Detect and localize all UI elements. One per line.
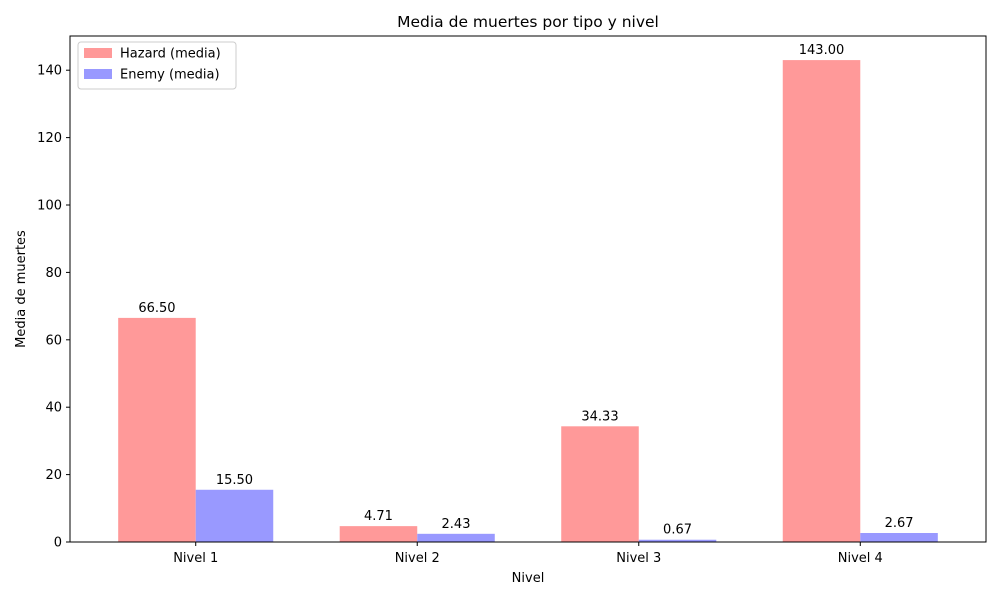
plot-frame <box>69 35 987 543</box>
legend-label-hazard: Hazard (media) <box>120 47 221 62</box>
legend: Hazard (media) Enemy (media) <box>77 41 237 90</box>
y-axis: 0 20 40 60 80 100 120 140 <box>37 64 70 551</box>
hazard-value-label-4: 143.00 <box>799 43 845 58</box>
y-tick-label: 0 <box>54 536 62 551</box>
enemy-bar-1 <box>195 489 274 542</box>
hazard-bar-2 <box>339 526 418 542</box>
y-tick-label: 140 <box>37 64 62 79</box>
hazard-value-label-1: 66.50 <box>138 301 175 316</box>
x-tick-label: Nivel 2 <box>395 551 440 566</box>
x-axis-label: Nivel <box>512 571 545 586</box>
enemy-bar-2 <box>417 533 495 542</box>
legend-box <box>77 41 237 90</box>
value-labels-layer: 66.50 4.71 34.33 143.00 15.50 2.43 0.67 2.67 <box>138 43 913 538</box>
hazard-value-label-3: 34.33 <box>581 409 618 424</box>
enemy-bar-3 <box>638 539 717 542</box>
hazard-bar-3 <box>561 426 639 542</box>
y-tick-label: 40 <box>45 401 62 416</box>
y-tick-label: 100 <box>37 199 62 214</box>
hazard-value-label-2: 4.71 <box>364 509 393 524</box>
hazard-bar-4 <box>782 60 861 542</box>
y-tick-label: 80 <box>45 266 62 281</box>
legend-swatch-enemy <box>84 69 112 79</box>
enemy-value-label-4: 2.67 <box>885 516 914 531</box>
legend-label-enemy: Enemy (media) <box>120 68 220 83</box>
enemy-value-label-1: 15.50 <box>216 473 253 488</box>
enemy-value-label-3: 0.67 <box>663 523 692 538</box>
x-tick-label: Nivel 1 <box>173 551 218 566</box>
enemy-bar-4 <box>860 533 938 542</box>
enemy-value-label-2: 2.43 <box>442 517 471 532</box>
x-axis: Nivel 1 Nivel 2 Nivel 3 Nivel 4 <box>173 542 883 566</box>
y-axis-label: Media de muertes <box>14 230 29 348</box>
x-tick-label: Nivel 4 <box>838 551 883 566</box>
x-tick-label: Nivel 3 <box>616 551 661 566</box>
bars-layer <box>118 60 938 542</box>
y-tick-label: 120 <box>37 131 62 146</box>
y-tick-label: 60 <box>45 333 62 348</box>
legend-swatch-hazard <box>84 48 112 58</box>
hazard-bar-1 <box>118 317 196 542</box>
chart-title: Media de muertes por tipo y nivel <box>397 13 659 31</box>
y-tick-label: 20 <box>45 468 62 483</box>
